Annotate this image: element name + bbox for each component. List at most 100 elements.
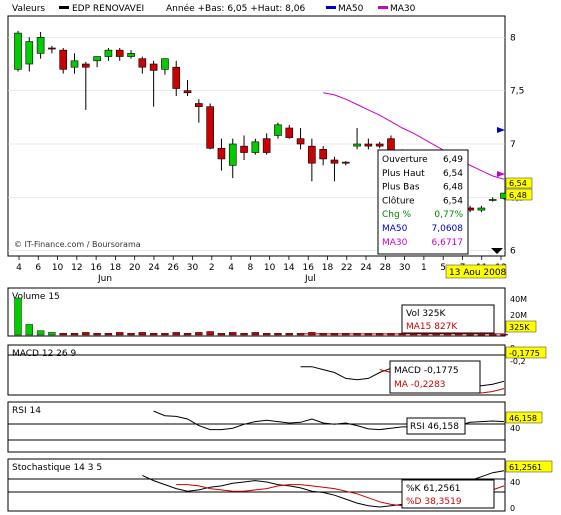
- volume-bar: [195, 332, 203, 336]
- valeurs-label: Valeurs: [12, 4, 45, 14]
- candle-body: [228, 143, 237, 166]
- candle-body: [104, 49, 113, 57]
- x-tick-label: 18: [322, 263, 334, 273]
- stock-name: EDP RENOVAVEI: [72, 4, 144, 14]
- stoch-tick-0: 0: [510, 504, 515, 513]
- x-tick-label: 18: [110, 263, 122, 273]
- candle-body: [364, 143, 373, 147]
- volume-bars: [14, 297, 508, 336]
- volume-bar: [217, 333, 226, 336]
- macd-box: MACD -0,1775 MA -0,2283: [389, 360, 481, 394]
- tooltip-row-value: 0,77%: [434, 210, 463, 220]
- tooltip-row-value: 6,54: [443, 169, 463, 179]
- macd-label: -0,1775: [509, 349, 540, 358]
- volume-bar: [251, 332, 260, 336]
- candle-body: [308, 145, 316, 164]
- ma30-line: [323, 92, 505, 180]
- month-label-jun: Jun: [97, 274, 112, 284]
- candle-body: [375, 143, 384, 147]
- stoch-tick-40: 40: [510, 478, 520, 487]
- x-tick-label: 22: [341, 263, 352, 273]
- rsi-label: 46,158: [509, 414, 537, 423]
- candle-body: [195, 103, 203, 107]
- volume-bar: [36, 330, 45, 336]
- copyright: © IT-Finance.com / Boursorama: [14, 240, 141, 249]
- tooltip-row-label: Plus Bas: [382, 183, 420, 193]
- ma30-legend-swatch: [378, 6, 388, 9]
- candle: [319, 146, 327, 166]
- tooltip-row-label: Clôture: [382, 195, 415, 206]
- volume-bar: [149, 333, 158, 336]
- x-tick-label: 24: [148, 263, 160, 273]
- candle: [228, 138, 237, 179]
- candle-body: [82, 63, 90, 68]
- candle-body: [138, 58, 147, 68]
- candle: [296, 128, 305, 150]
- macd-box-macd: MACD -0,1775: [394, 366, 459, 376]
- candle-body: [274, 124, 282, 136]
- candle-body: [240, 145, 248, 153]
- volume-bar: [285, 333, 293, 336]
- price-tick-label: 6: [510, 247, 516, 257]
- volume-bar: [274, 333, 282, 336]
- volume-bar: [172, 332, 180, 336]
- candle: [70, 53, 79, 74]
- volume-panel-frame: [7, 287, 506, 337]
- candle: [217, 138, 226, 171]
- x-tick-label: 30: [187, 263, 199, 273]
- ma-price-label: 6,48: [509, 191, 527, 200]
- stoch-title: Stochastique 14 3 5: [12, 463, 102, 473]
- volume-label: 325K: [509, 323, 530, 332]
- candle: [25, 37, 34, 72]
- candle-body: [296, 138, 305, 145]
- candle-body: [14, 32, 22, 70]
- x-axis: 4610121618202426302481014161822242830157…: [16, 256, 507, 273]
- last-price-label: 6,54: [509, 179, 527, 188]
- x-tick-label: 10: [264, 263, 276, 273]
- candle: [93, 56, 101, 68]
- x-tick-label: 8: [247, 263, 253, 273]
- candle-body: [488, 199, 497, 201]
- stoch-box: %K 61,2561 %D 38,3519: [401, 479, 495, 509]
- x-tick-label: 24: [360, 263, 372, 273]
- ma30-legend-label: MA30: [390, 4, 416, 14]
- tooltip-row-value: 6,54: [443, 196, 463, 206]
- volume-bar: [82, 332, 90, 336]
- ma30-marker-icon: [497, 171, 505, 177]
- x-tick-label: 28: [380, 263, 392, 273]
- volume-bar: [240, 333, 248, 336]
- x-tick-label: 16: [90, 263, 102, 273]
- candle: [308, 138, 316, 182]
- candle: [206, 103, 214, 150]
- candle: [183, 80, 192, 96]
- ohlc-tooltip: Ouverture 6,49 Plus Haut 6,54 Plus Bas 6,48 Cl…: [377, 149, 469, 255]
- candle: [14, 30, 22, 72]
- candle: [240, 135, 248, 160]
- price-y-axis: 87,576,56: [510, 33, 524, 256]
- candle: [364, 138, 373, 150]
- rsi-box: RSI 46,158: [406, 417, 466, 435]
- price-markers: 6,54 6,48: [497, 127, 533, 201]
- rsi-box-value: RSI 46,158: [410, 422, 459, 432]
- rsi-title: RSI 14: [12, 406, 41, 416]
- candle: [375, 141, 384, 149]
- candle-body: [353, 143, 361, 147]
- macd-title: MACD 12 26 9: [12, 349, 76, 359]
- candle: [353, 128, 361, 150]
- candle-body: [251, 141, 260, 153]
- tooltip-row-value: 7,0608: [432, 224, 464, 234]
- candle: [138, 56, 147, 74]
- candle: [251, 138, 260, 155]
- volume-bar: [262, 333, 271, 336]
- candle-body: [206, 106, 214, 149]
- stoch-panel-frame: [7, 458, 506, 512]
- tooltip-row-value: 6,49: [443, 155, 463, 165]
- volume-title: Volume 15: [12, 292, 60, 302]
- candle-body: [477, 207, 486, 211]
- x-tick-label: 2: [209, 263, 215, 273]
- candle-body: [149, 63, 158, 71]
- x-tick-label: 5: [440, 263, 446, 273]
- volume-tick-20m: 20M: [510, 311, 527, 320]
- volume-bar: [104, 333, 113, 336]
- rsi-tick-40: 40: [510, 424, 520, 433]
